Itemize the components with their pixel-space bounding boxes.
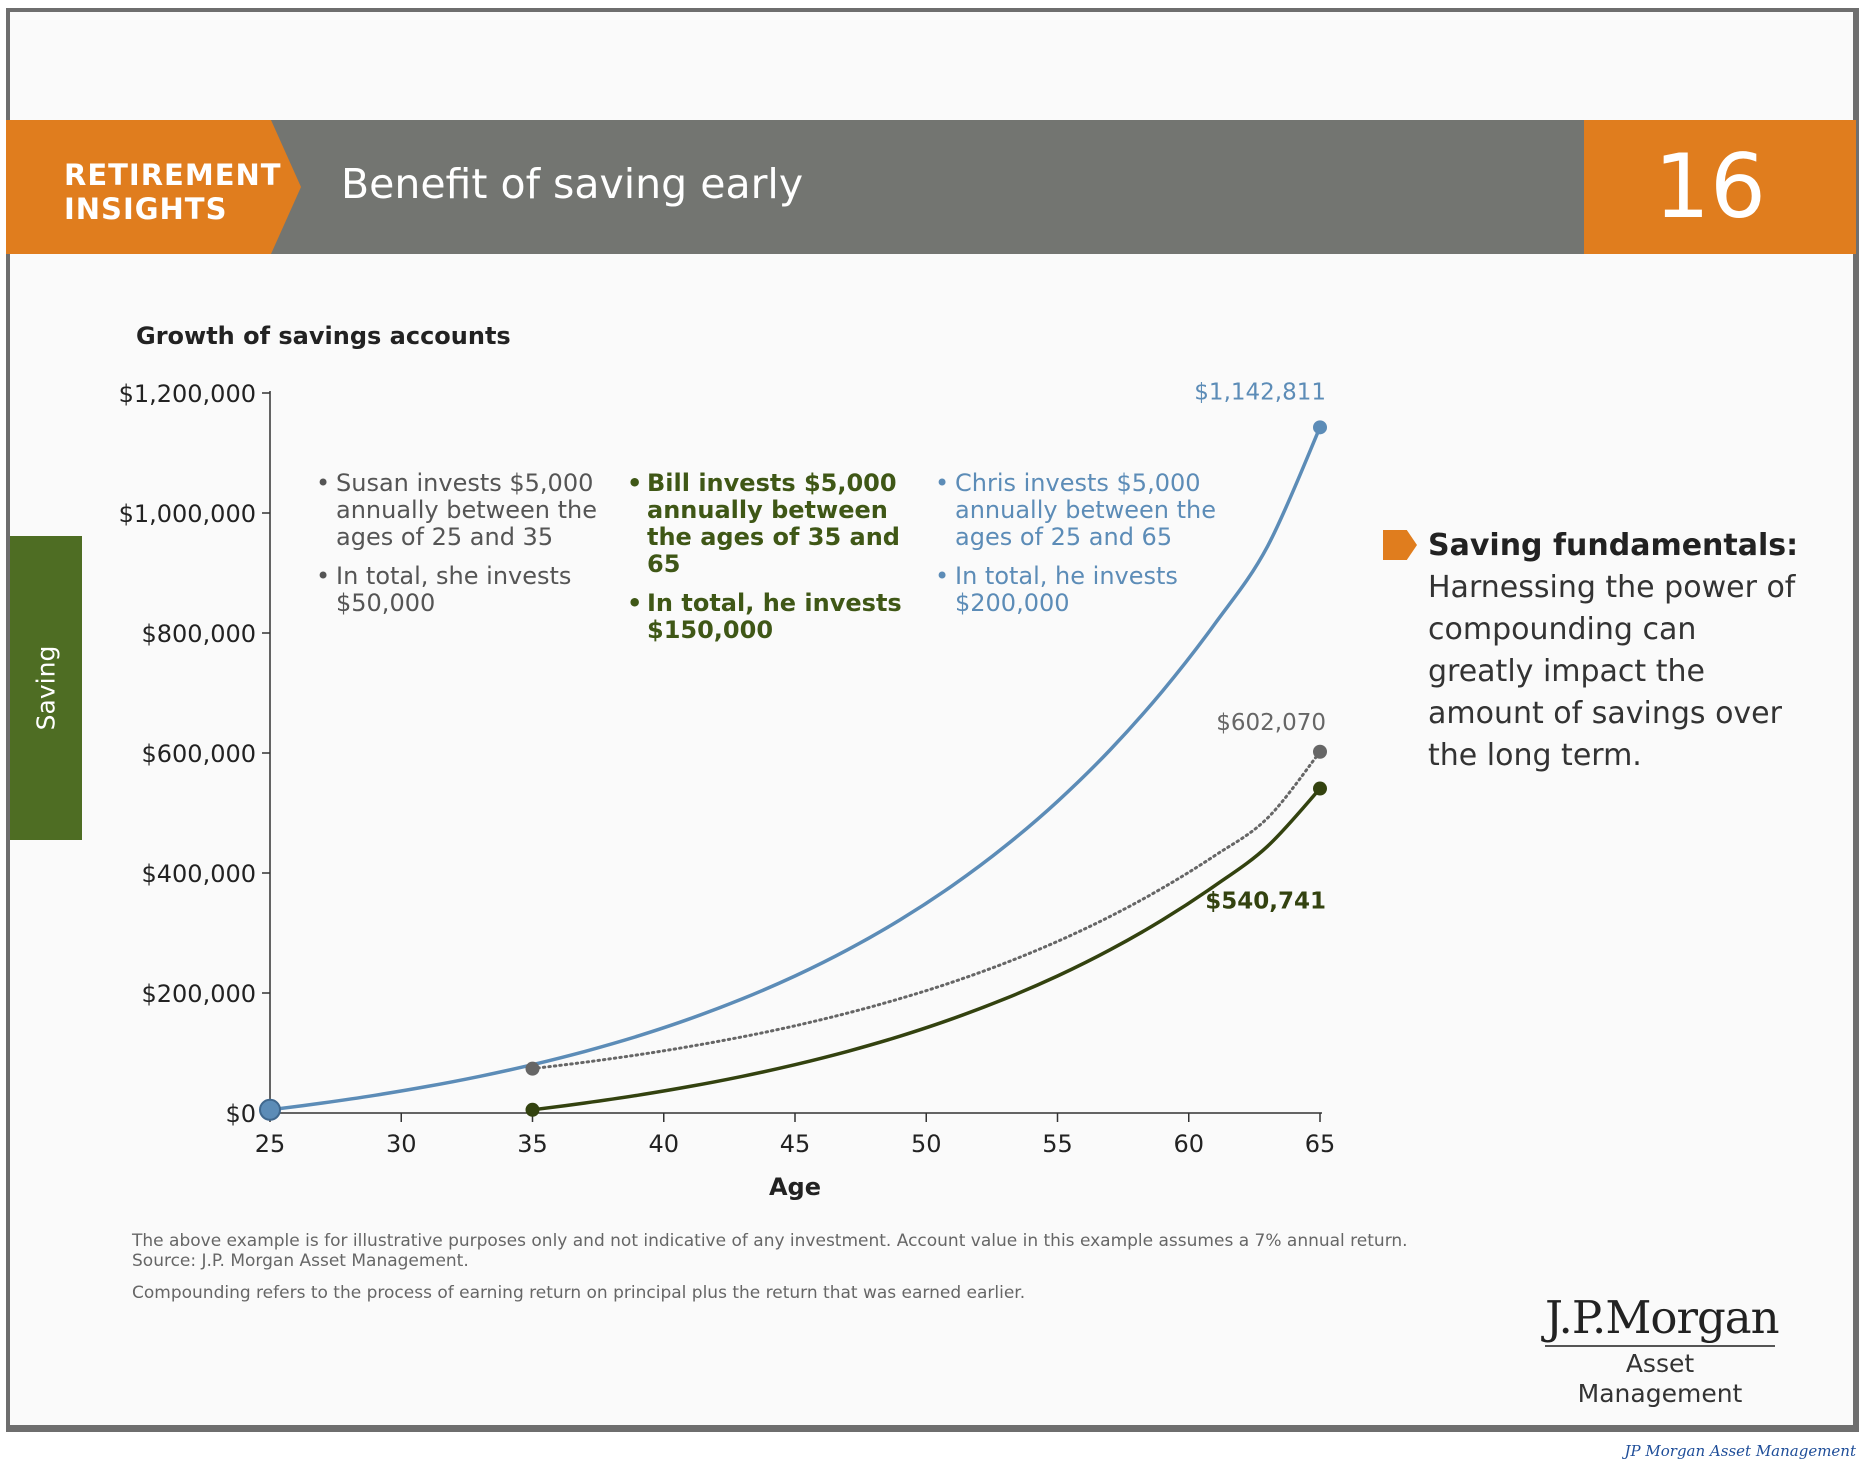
y-tick-label: $400,000 — [141, 860, 256, 888]
y-tick-label: $800,000 — [141, 620, 256, 648]
annotation-susan-2: In total, she invests $50,000 — [316, 563, 606, 617]
y-tick-label: $0 — [225, 1100, 256, 1128]
annotation-chris-1: Chris invests $5,000 annually between th… — [935, 470, 1225, 551]
end-value-label-susan: $602,070 — [1216, 710, 1326, 736]
x-tick-label: 30 — [386, 1130, 417, 1158]
footnote-disclaimer: The above example is for illustrative pu… — [132, 1231, 1408, 1251]
section-tag: RETIREMENT INSIGHTS — [6, 120, 301, 254]
saving-fundamentals: Saving fundamentals: Harnessing the powe… — [1383, 525, 1803, 777]
annotation-susan-1: Susan invests $5,000 annually between th… — [316, 470, 606, 551]
series-line-chris — [268, 425, 1322, 1112]
tag-line-2: INSIGHTS — [64, 192, 228, 226]
y-tick-label: $200,000 — [141, 980, 256, 1008]
series-start-point-susan — [525, 1061, 540, 1076]
series-line-susan — [531, 750, 1322, 1071]
x-tick-label: 55 — [1042, 1130, 1073, 1158]
logo-sub: Asset Management — [1545, 1345, 1775, 1409]
jpmorgan-logo: J.P.Morgan Asset Management — [1545, 1291, 1780, 1409]
footnote-source: Source: J.P. Morgan Asset Management. — [132, 1251, 469, 1271]
origin-point — [259, 1098, 281, 1121]
tag-line-1: RETIREMENT — [64, 158, 282, 192]
logo-main: J.P.Morgan — [1545, 1291, 1780, 1344]
image-credit: JP Morgan Asset Management — [1624, 1442, 1856, 1460]
x-tick-label: 60 — [1173, 1130, 1204, 1158]
x-tick-label: 50 — [911, 1130, 942, 1158]
series-line-bill — [530, 786, 1322, 1112]
y-tick-label: $600,000 — [141, 740, 256, 768]
annotation-chris-2: In total, he invests $200,000 — [935, 563, 1225, 617]
y-tick-label: $1,000,000 — [119, 500, 256, 528]
x-tick-label: 25 — [255, 1130, 286, 1158]
chart-title: Growth of savings accounts — [136, 322, 511, 350]
y-tick-label: $1,200,000 — [119, 380, 256, 408]
x-axis-label: Age — [769, 1173, 821, 1201]
series-end-point-bill — [1313, 781, 1327, 796]
annotation-susan: Susan invests $5,000 annually between th… — [316, 470, 606, 629]
fundamentals-heading: Saving fundamentals: — [1428, 528, 1799, 563]
end-value-label-chris: $1,142,811 — [1194, 379, 1326, 405]
annotation-chris: Chris invests $5,000 annually between th… — [935, 470, 1225, 629]
footnote-compounding: Compounding refers to the process of ear… — [132, 1283, 1026, 1303]
annotation-bill: Bill invests $5,000 annually between the… — [627, 470, 907, 656]
end-value-label-bill: $540,741 — [1205, 889, 1326, 915]
side-tab: Saving — [10, 536, 82, 840]
series-end-point-susan — [1313, 744, 1327, 759]
x-tick-label: 45 — [780, 1130, 811, 1158]
page-number: 16 — [1584, 120, 1856, 254]
x-tick-label: 65 — [1305, 1130, 1336, 1158]
page-title: Benefit of saving early — [341, 160, 804, 208]
annotation-bill-2: In total, he invests $150,000 — [627, 590, 907, 644]
x-tick-label: 40 — [648, 1130, 679, 1158]
series-end-point-chris — [1313, 420, 1327, 435]
fundamentals-body: Harnessing the power of compounding can … — [1428, 570, 1796, 773]
x-tick-label: 35 — [517, 1130, 548, 1158]
slide-header: RETIREMENT INSIGHTS Benefit of saving ea… — [6, 120, 1856, 254]
annotation-bill-1: Bill invests $5,000 annually between the… — [627, 470, 907, 578]
series-start-point-bill — [525, 1102, 540, 1117]
